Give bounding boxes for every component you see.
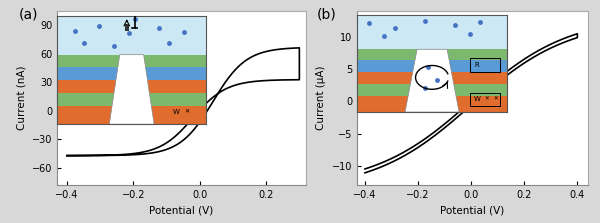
Text: (b): (b): [317, 8, 337, 22]
Text: (a): (a): [19, 8, 38, 22]
Y-axis label: Current (nA): Current (nA): [16, 66, 26, 130]
X-axis label: Potential (V): Potential (V): [149, 206, 214, 215]
Y-axis label: Current (μA): Current (μA): [316, 66, 326, 130]
X-axis label: Potential (V): Potential (V): [440, 206, 505, 215]
